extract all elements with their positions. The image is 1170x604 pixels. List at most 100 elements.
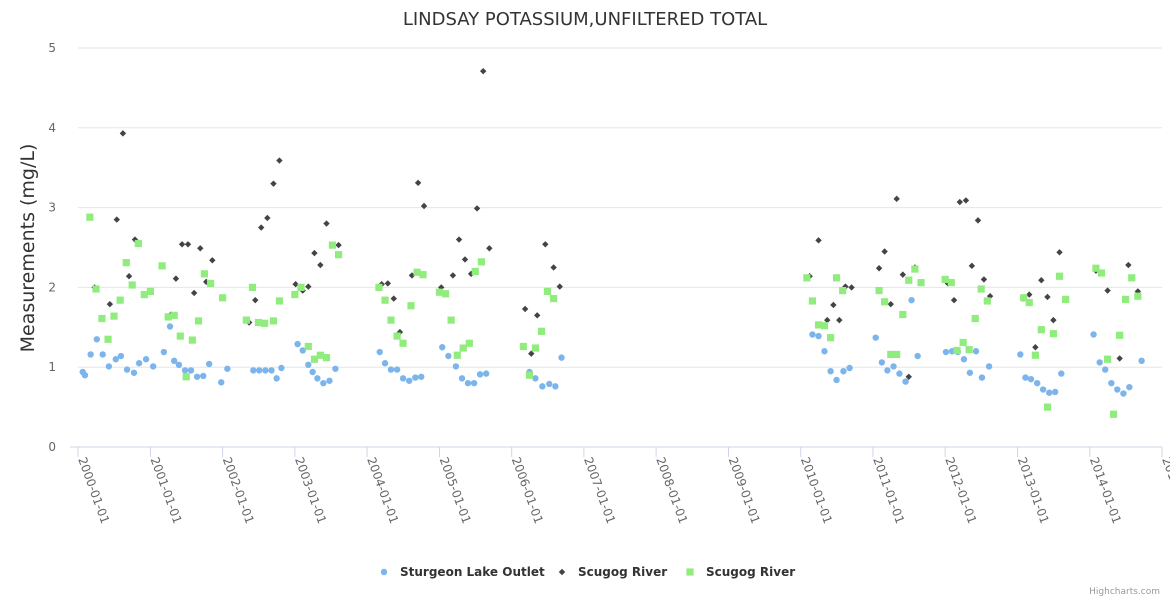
data-point[interactable] <box>393 366 401 373</box>
data-point[interactable] <box>381 296 389 304</box>
data-point[interactable] <box>264 214 271 222</box>
data-point[interactable] <box>875 286 883 295</box>
data-point[interactable] <box>170 311 178 319</box>
data-point[interactable] <box>985 363 993 370</box>
data-point[interactable] <box>872 334 879 341</box>
data-point[interactable] <box>149 363 157 370</box>
data-point[interactable] <box>830 301 837 309</box>
data-point[interactable] <box>977 285 985 293</box>
data-point[interactable] <box>164 313 172 321</box>
data-point[interactable] <box>1104 287 1111 294</box>
data-point[interactable] <box>980 276 988 283</box>
data-point[interactable] <box>537 327 546 335</box>
data-point[interactable] <box>840 367 847 375</box>
data-point[interactable] <box>260 319 269 327</box>
data-point[interactable] <box>387 316 395 324</box>
data-point[interactable] <box>476 371 484 378</box>
data-point[interactable] <box>455 236 463 243</box>
data-point[interactable] <box>140 290 148 299</box>
data-point[interactable] <box>479 67 487 75</box>
data-point[interactable] <box>413 268 421 276</box>
data-point[interactable] <box>1116 355 1123 362</box>
data-point[interactable] <box>332 365 339 372</box>
data-point[interactable] <box>978 374 986 381</box>
data-point[interactable] <box>106 300 114 308</box>
data-point[interactable] <box>304 342 312 351</box>
data-point[interactable] <box>1031 351 1039 359</box>
data-point[interactable] <box>310 355 319 363</box>
data-point[interactable] <box>187 367 195 374</box>
data-point[interactable] <box>420 202 428 210</box>
data-point[interactable] <box>328 241 337 249</box>
data-point[interactable] <box>1050 316 1057 324</box>
data-point[interactable] <box>477 258 486 266</box>
data-point[interactable] <box>1092 264 1100 272</box>
data-point[interactable] <box>808 297 817 305</box>
data-point[interactable] <box>556 283 563 290</box>
data-point[interactable] <box>902 378 909 385</box>
data-point[interactable] <box>142 356 150 363</box>
data-point[interactable] <box>317 261 324 269</box>
data-point[interactable] <box>558 354 565 361</box>
data-point[interactable] <box>893 350 901 359</box>
data-point[interactable] <box>254 318 263 327</box>
data-point[interactable] <box>983 297 991 305</box>
data-point[interactable] <box>193 373 201 380</box>
data-point[interactable] <box>1138 357 1145 365</box>
data-point[interactable] <box>449 272 457 279</box>
data-point[interactable] <box>326 377 333 384</box>
data-point[interactable] <box>1096 359 1103 366</box>
data-point[interactable] <box>887 350 895 359</box>
data-point[interactable] <box>542 241 549 248</box>
data-point[interactable] <box>224 365 231 372</box>
data-point[interactable] <box>294 340 301 348</box>
data-point[interactable] <box>531 344 540 352</box>
data-point[interactable] <box>820 322 829 330</box>
data-point[interactable] <box>258 224 265 231</box>
data-point[interactable] <box>81 371 89 379</box>
data-point[interactable] <box>335 241 342 249</box>
data-point[interactable] <box>172 275 180 282</box>
data-point[interactable] <box>316 351 324 359</box>
data-point[interactable] <box>1102 366 1109 373</box>
data-point[interactable] <box>399 375 407 382</box>
data-point[interactable] <box>471 267 479 276</box>
data-point[interactable] <box>1134 292 1142 300</box>
data-point[interactable] <box>550 264 557 271</box>
data-point[interactable] <box>270 180 277 187</box>
data-point[interactable] <box>911 265 919 273</box>
data-point[interactable] <box>447 316 455 324</box>
data-point[interactable] <box>188 336 196 344</box>
data-point[interactable] <box>1022 374 1029 381</box>
data-point[interactable] <box>405 377 413 384</box>
data-point[interactable] <box>546 380 553 388</box>
data-point[interactable] <box>170 357 178 365</box>
data-point[interactable] <box>158 262 166 270</box>
legend-symbol[interactable] <box>558 568 566 576</box>
data-point[interactable] <box>1062 295 1070 303</box>
data-point[interactable] <box>464 379 472 387</box>
data-point[interactable] <box>445 352 452 360</box>
data-point[interactable] <box>525 371 534 379</box>
data-point[interactable] <box>1043 403 1052 411</box>
data-point[interactable] <box>839 286 847 295</box>
data-point[interactable] <box>322 354 331 362</box>
data-point[interactable] <box>1020 294 1028 302</box>
data-point[interactable] <box>305 361 312 369</box>
data-point[interactable] <box>905 276 913 284</box>
data-point[interactable] <box>459 344 467 352</box>
data-point[interactable] <box>104 335 112 343</box>
data-point[interactable] <box>181 367 189 374</box>
data-point[interactable] <box>375 283 383 291</box>
data-point[interactable] <box>974 217 982 224</box>
data-point[interactable] <box>1126 383 1133 391</box>
data-point[interactable] <box>950 296 958 304</box>
data-point[interactable] <box>309 368 316 376</box>
data-point[interactable] <box>200 270 209 278</box>
data-point[interactable] <box>827 334 835 342</box>
data-point[interactable] <box>1056 249 1063 256</box>
data-point[interactable] <box>273 375 280 382</box>
data-point[interactable] <box>376 348 383 356</box>
data-point[interactable] <box>461 256 469 263</box>
data-point[interactable] <box>809 331 816 338</box>
